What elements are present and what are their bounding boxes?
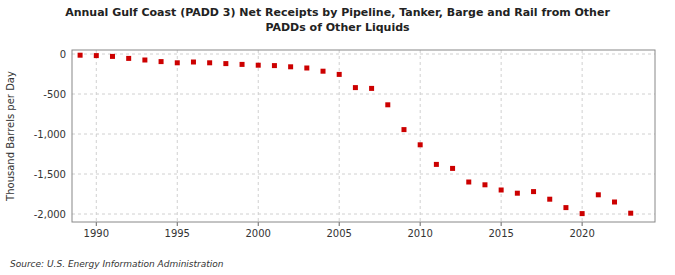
x-tick [96, 222, 97, 226]
y-tick-label: 0 [60, 49, 66, 60]
point [304, 66, 309, 71]
point [159, 59, 164, 64]
x-tick-label: 2010 [407, 228, 432, 239]
point [272, 63, 277, 68]
y-tick-label: -2,000 [34, 209, 66, 220]
point [563, 205, 568, 210]
y-grid-line [72, 54, 655, 55]
y-tick-label: -1,000 [34, 129, 66, 140]
point [94, 53, 99, 58]
x-tick [501, 222, 502, 226]
x-tick [258, 222, 259, 226]
title-line: PADDs of Other Liquids [265, 21, 410, 34]
x-grid-line [258, 50, 259, 222]
point [401, 127, 406, 132]
point [580, 211, 585, 216]
points [78, 53, 634, 216]
y-axis-label: Thousand Barrels per Day [5, 71, 16, 202]
point [482, 182, 487, 187]
x-tick-label: 2015 [488, 228, 513, 239]
x-tick [339, 222, 340, 226]
x-tick-label: 2000 [246, 228, 271, 239]
y-grid-line [72, 134, 655, 135]
point [385, 102, 390, 107]
x-tick-label: 1995 [165, 228, 190, 239]
x-grid-line [96, 50, 97, 222]
point [628, 211, 633, 216]
y-grid-line [72, 174, 655, 175]
point [321, 69, 326, 74]
x-tick [582, 222, 583, 226]
point [418, 142, 423, 147]
x-grid-line [420, 50, 421, 222]
point [499, 188, 504, 193]
title: Annual Gulf Coast (PADD 3) Net Receipts … [65, 6, 610, 34]
point [256, 63, 261, 68]
plot-frame [72, 50, 655, 222]
source: Source: U.S. Energy Information Administ… [10, 259, 224, 269]
x-tick [420, 222, 421, 226]
x-tick-label: 2020 [569, 228, 594, 239]
point [612, 200, 617, 205]
point [240, 62, 245, 67]
y-grid-line [72, 94, 655, 95]
point [207, 60, 212, 65]
x-tick-label: 1990 [84, 228, 109, 239]
x-grid-line [177, 50, 178, 222]
point [288, 64, 293, 69]
point [596, 192, 601, 197]
point [126, 56, 131, 61]
grid [72, 50, 655, 222]
title-line: Annual Gulf Coast (PADD 3) Net Receipts … [65, 6, 610, 19]
point [110, 54, 115, 59]
chart: Annual Gulf Coast (PADD 3) Net Receipts … [0, 0, 675, 275]
point [142, 58, 147, 63]
point [450, 166, 455, 171]
x-grid-line [501, 50, 502, 222]
x-tick [177, 222, 178, 226]
point [434, 162, 439, 167]
point [515, 191, 520, 196]
point [191, 60, 196, 65]
y-grid-line [72, 214, 655, 215]
point [175, 60, 180, 65]
point [353, 85, 358, 90]
x-grid-line [582, 50, 583, 222]
point [547, 197, 552, 202]
point [369, 86, 374, 91]
point [223, 61, 228, 66]
point [531, 189, 536, 194]
x-tick-label: 2005 [326, 228, 351, 239]
point [78, 53, 83, 58]
point [337, 72, 342, 77]
point [466, 180, 471, 185]
y-tick-label: -500 [43, 89, 66, 100]
y-tick-label: -1,500 [34, 169, 66, 180]
